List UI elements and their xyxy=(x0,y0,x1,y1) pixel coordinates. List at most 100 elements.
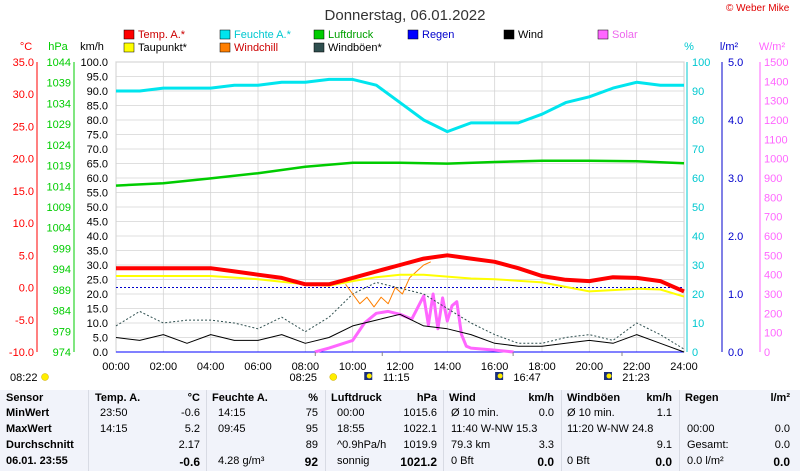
legend-label: Taupunkt* xyxy=(138,42,188,54)
tick-hum: 0 xyxy=(692,347,698,359)
table-cell-label: Durchschnitt xyxy=(6,439,74,451)
legend-swatch xyxy=(123,42,135,53)
moon-icon xyxy=(606,373,612,379)
series-windben xyxy=(115,281,685,350)
legend: Temp. A.* Feuchte A.* Luftdruck Regen Wind So… xyxy=(123,29,638,54)
series-windchill xyxy=(345,261,432,308)
tick-time: 10:00 xyxy=(339,361,367,373)
unit-solar: W/m² xyxy=(759,41,786,53)
legend-swatch xyxy=(219,42,231,53)
tick-rain: 3.0 xyxy=(728,173,743,185)
table-cell-rain-desc: Gesamt: xyxy=(687,439,729,451)
tick-rain: 4.0 xyxy=(728,115,743,127)
tick-solar: 1400 xyxy=(764,76,788,88)
legend-label: Luftdruck xyxy=(328,29,374,41)
tick-time: 04:00 xyxy=(197,361,225,373)
series-luftdruck xyxy=(115,159,685,187)
table-header-press-unit: hPa xyxy=(416,392,437,404)
tick-wind: 35.0 xyxy=(87,246,108,258)
tick-solar: 200 xyxy=(764,308,782,320)
tick-hum: 40 xyxy=(692,231,704,243)
tick-press: 1044 xyxy=(47,57,71,69)
tick-wind: 75.0 xyxy=(87,130,108,142)
table-cell-hum: 89 xyxy=(305,439,318,451)
legend-swatch xyxy=(313,29,325,40)
table-cell-press-time: 18:55 xyxy=(337,423,365,435)
table-cell-wind: 0.0 xyxy=(538,407,554,419)
tick-temp: 25.0 xyxy=(13,121,34,133)
moon-icon xyxy=(497,373,503,379)
weather-chart: Donnerstag, 06.01.2022 Temp. A.* Feuchte … xyxy=(9,7,789,384)
chart-title: Donnerstag, 06.01.2022 xyxy=(325,7,486,24)
tick-solar: 1500 xyxy=(764,57,788,69)
tick-temp: 15.0 xyxy=(13,186,34,198)
event-markers: 08:22 08:25 11:15 16:47 21:23 xyxy=(10,352,650,384)
table-cell-wind: 0.0 xyxy=(537,455,554,469)
moon-icon xyxy=(366,373,372,379)
legend-swatch xyxy=(313,42,325,53)
tick-time: 16:00 xyxy=(481,361,509,373)
table-separator xyxy=(325,390,326,471)
tick-temp: 30.0 xyxy=(13,89,34,101)
tick-wind: 95.0 xyxy=(87,72,108,84)
table-separator xyxy=(88,390,89,471)
table-cell-gust-desc: 0 Bft xyxy=(567,455,590,467)
table-cell-gust-desc: Ø 10 min. xyxy=(567,407,615,419)
table-cell-temp-time: 14:15 xyxy=(100,423,128,435)
table-cell-gust: 0.0 xyxy=(655,455,672,469)
tick-time: 24:00 xyxy=(670,361,698,373)
axis-units: °C hPa km/h% l/m² W/m² xyxy=(20,41,786,53)
table-separator xyxy=(443,390,444,471)
table-separator xyxy=(679,390,680,471)
unit-wind: km/h xyxy=(80,41,104,53)
legend-swatch xyxy=(503,29,515,40)
table-cell-press-time: 00:00 xyxy=(337,407,365,419)
tick-solar: 700 xyxy=(764,212,782,224)
tick-wind: 0.0 xyxy=(93,347,108,359)
tick-wind: 90.0 xyxy=(87,86,108,98)
tick-wind: 50.0 xyxy=(87,202,108,214)
tick-hum: 100 xyxy=(692,57,710,69)
legend-swatch xyxy=(123,29,135,40)
legend-swatch xyxy=(407,29,419,40)
table-cell-hum: 92 xyxy=(304,455,318,469)
tick-wind: 40.0 xyxy=(87,231,108,243)
table-cell-temp: -0.6 xyxy=(181,407,200,419)
table-header-wind-unit: km/h xyxy=(528,392,554,404)
table-header-temp-unit: °C xyxy=(187,392,200,404)
table-cell-rain-desc: 0.0 l/m² xyxy=(687,455,724,467)
table-cell-temp: 2.17 xyxy=(178,439,200,451)
tick-wind: 100.0 xyxy=(80,57,108,69)
table-cell-temp: 5.2 xyxy=(184,423,200,435)
table-cell-press: 1021.2 xyxy=(400,455,437,469)
tick-time: 14:00 xyxy=(434,361,462,373)
event-label: 21:23 xyxy=(622,372,650,384)
series-taupunkt xyxy=(116,273,685,298)
statistics-table: Sensor Temp. A. °C Feuchte A. % Luftdruc… xyxy=(0,390,800,471)
tick-wind: 65.0 xyxy=(87,159,108,171)
tick-hum: 80 xyxy=(692,115,704,127)
legend-label: Wind xyxy=(518,29,543,41)
tick-solar: 0 xyxy=(764,347,770,359)
table-cell-gust: 9.1 xyxy=(656,439,672,451)
tick-temp: 35.0 xyxy=(13,57,34,69)
table-header-press: Luftdruck xyxy=(331,392,382,404)
tick-hum: 10 xyxy=(692,318,704,330)
tick-temp: -10.0 xyxy=(9,347,34,359)
tick-hum: 60 xyxy=(692,173,704,185)
tick-solar: 800 xyxy=(764,192,782,204)
sun-icon xyxy=(329,373,338,381)
tick-rain: 0.0 xyxy=(728,347,743,359)
table-cell-wind-desc: 0 Bft xyxy=(451,455,474,467)
tick-wind: 80.0 xyxy=(87,115,108,127)
tick-solar: 1000 xyxy=(764,154,788,166)
table-cell-label: MaxWert xyxy=(6,423,52,435)
table-header-gust: Windböen xyxy=(567,392,621,404)
tick-press: 1019 xyxy=(47,161,71,173)
table-cell-gust: 1.1 xyxy=(656,407,672,419)
table-header-sensor: Sensor xyxy=(6,392,44,404)
tick-rain: 1.0 xyxy=(728,289,743,301)
series-feuchtea xyxy=(116,77,684,134)
tick-press: 1039 xyxy=(47,78,71,90)
tick-solar: 1300 xyxy=(764,96,788,108)
